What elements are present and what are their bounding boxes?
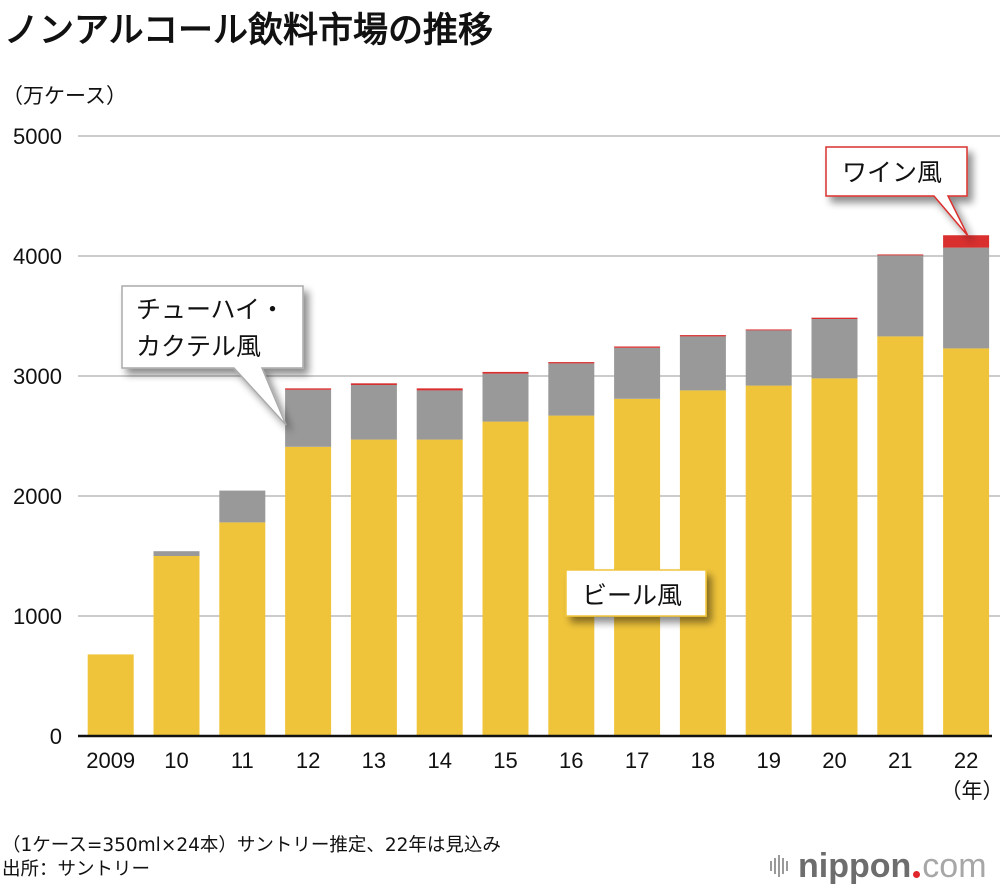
x-tick-label: 12 <box>296 748 320 773</box>
x-tick-label: 13 <box>362 748 386 773</box>
bar-segment-beer-13 <box>350 439 397 736</box>
x-tick-label: 22 <box>954 748 978 773</box>
nippon-logo[interactable]: nippon com <box>770 846 987 886</box>
x-tick-label: 15 <box>493 748 517 773</box>
gridlines <box>78 135 1000 617</box>
bar-segment-beer-19 <box>745 385 792 736</box>
logo-tld: com <box>922 846 987 885</box>
y-tick-label: 5000 <box>13 124 62 149</box>
bar-segment-chuhai-22 <box>943 247 990 349</box>
x-tick-label: 21 <box>888 748 912 773</box>
bar-segment-chuhai-16 <box>548 363 595 416</box>
callout-chuhai-line1: チューハイ・ <box>136 295 285 324</box>
bar-segment-chuhai-12 <box>285 389 332 447</box>
bar-segment-beer-22 <box>943 348 990 736</box>
y-tick-label: 1000 <box>13 604 62 629</box>
chart-title: ノンアルコール飲料市場の推移 <box>4 11 493 51</box>
x-axis-unit-label: （年） <box>941 779 1000 803</box>
y-tick-label: 4000 <box>13 244 62 269</box>
bar-segment-chuhai-10 <box>153 551 200 556</box>
bar-segment-wine-13 <box>350 383 397 385</box>
bar-segment-chuhai-18 <box>679 336 726 391</box>
callout-chuhai-cocktail <box>121 285 304 426</box>
x-axis-ticks: 2009 10 11 12 13 14 15 16 17 18 19 20 21 22 <box>86 748 978 773</box>
footer-source: 出所：サントリー <box>2 859 151 880</box>
y-tick-label: 2000 <box>13 484 62 509</box>
bar-segment-chuhai-15 <box>482 373 529 422</box>
bar-segment-wine-18 <box>679 335 726 337</box>
bar-segment-wine-22 <box>943 235 990 248</box>
bar-segment-chuhai-21 <box>877 255 924 337</box>
bar-segment-wine-19 <box>745 329 792 331</box>
bars <box>87 235 990 736</box>
footer-note: （1ケース=350ml×24本）サントリー推定、22年は見込み <box>2 835 501 856</box>
x-tick-label: 18 <box>691 748 715 773</box>
bar-segment-beer-10 <box>153 556 200 736</box>
bar-segment-chuhai-14 <box>416 390 463 440</box>
bar-segment-wine-20 <box>811 317 858 319</box>
callout-chuhai-box <box>121 285 304 426</box>
x-tick-label: 10 <box>164 748 188 773</box>
x-tick-label: 17 <box>625 748 649 773</box>
bar-segment-wine-17 <box>614 346 661 348</box>
bar-segment-chuhai-17 <box>614 347 661 399</box>
label-beer <box>565 569 707 617</box>
bar-segment-wine-12 <box>285 388 332 390</box>
bar-segment-wine-21 <box>877 254 924 256</box>
y-tick-label: 3000 <box>13 364 62 389</box>
bar-segment-wine-14 <box>416 388 463 391</box>
logo-red-dot <box>913 870 921 878</box>
callout-chuhai-line2: カクテル風 <box>136 332 261 361</box>
bar-segment-beer-18 <box>679 390 726 736</box>
bar-segment-chuhai-13 <box>350 385 397 440</box>
logo-wordmark: nippon <box>798 846 912 885</box>
x-tick-label: 14 <box>427 748 451 773</box>
bar-segment-beer-12 <box>285 446 332 736</box>
x-tick-label: 19 <box>756 748 780 773</box>
bar-segment-beer-21 <box>877 336 924 736</box>
y-axis-ticks: 0 1000 2000 3000 4000 5000 <box>13 124 62 749</box>
bar-segment-chuhai-19 <box>745 330 792 386</box>
logo-bars-icon <box>770 855 788 877</box>
label-beer-box <box>565 569 707 617</box>
bar-segment-beer-11 <box>219 522 266 736</box>
x-tick-label: 11 <box>231 748 254 773</box>
bar-segment-chuhai-11 <box>219 490 266 523</box>
x-tick-label: 16 <box>559 748 583 773</box>
y-tick-label: 0 <box>50 724 62 749</box>
callout-wine-box <box>825 146 969 237</box>
bar-segment-beer-2009 <box>87 654 134 736</box>
stacked-bar-chart: 0 1000 2000 3000 4000 5000 2009 10 11 12 13 14 15 16… <box>13 124 1000 803</box>
label-beer-text: ビール風 <box>582 581 682 610</box>
y-axis-unit-label: （万ケース） <box>2 84 127 108</box>
callout-wine <box>825 146 969 237</box>
x-tick-label: 20 <box>822 748 846 773</box>
x-tick-label: 2009 <box>86 748 135 773</box>
bar-segment-wine-16 <box>548 362 595 364</box>
bar-segment-wine-15 <box>482 371 529 374</box>
bar-segment-beer-15 <box>482 421 529 736</box>
bar-segment-chuhai-20 <box>811 319 858 379</box>
bar-segment-beer-17 <box>614 398 661 736</box>
footer-notes: （1ケース=350ml×24本）サントリー推定、22年は見込み 出所：サントリー <box>2 834 501 882</box>
bar-segment-beer-14 <box>416 439 463 736</box>
callout-wine-text: ワイン風 <box>842 158 942 187</box>
bar-segment-beer-20 <box>811 378 858 736</box>
